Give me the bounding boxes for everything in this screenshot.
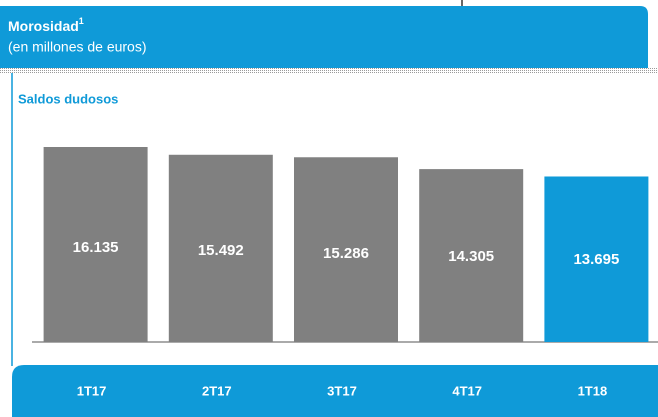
value-label: 15.492 [198,242,244,259]
header-band [0,6,648,68]
value-label: 13.695 [573,251,619,268]
header-shadow [0,68,658,73]
x-tick-label: 2T17 [202,383,232,398]
x-tick-label: 4T17 [452,383,482,398]
x-tick-label: 3T17 [327,383,357,398]
x-tick-label: 1T18 [578,383,608,398]
bar [168,154,273,342]
category-band [12,365,658,417]
value-label: 14.305 [448,248,494,265]
x-tick-label: 1T17 [77,383,107,398]
bar [544,176,649,342]
chart-title: Morosidad1 [8,16,84,33]
series-label: Saldos dudosos [18,91,118,106]
bar [294,157,398,342]
bar [419,169,524,342]
bar [43,147,148,342]
value-label: 16.135 [73,239,119,256]
value-label: 15.286 [323,245,369,262]
chart-subtitle: (en millones de euros) [8,39,147,55]
